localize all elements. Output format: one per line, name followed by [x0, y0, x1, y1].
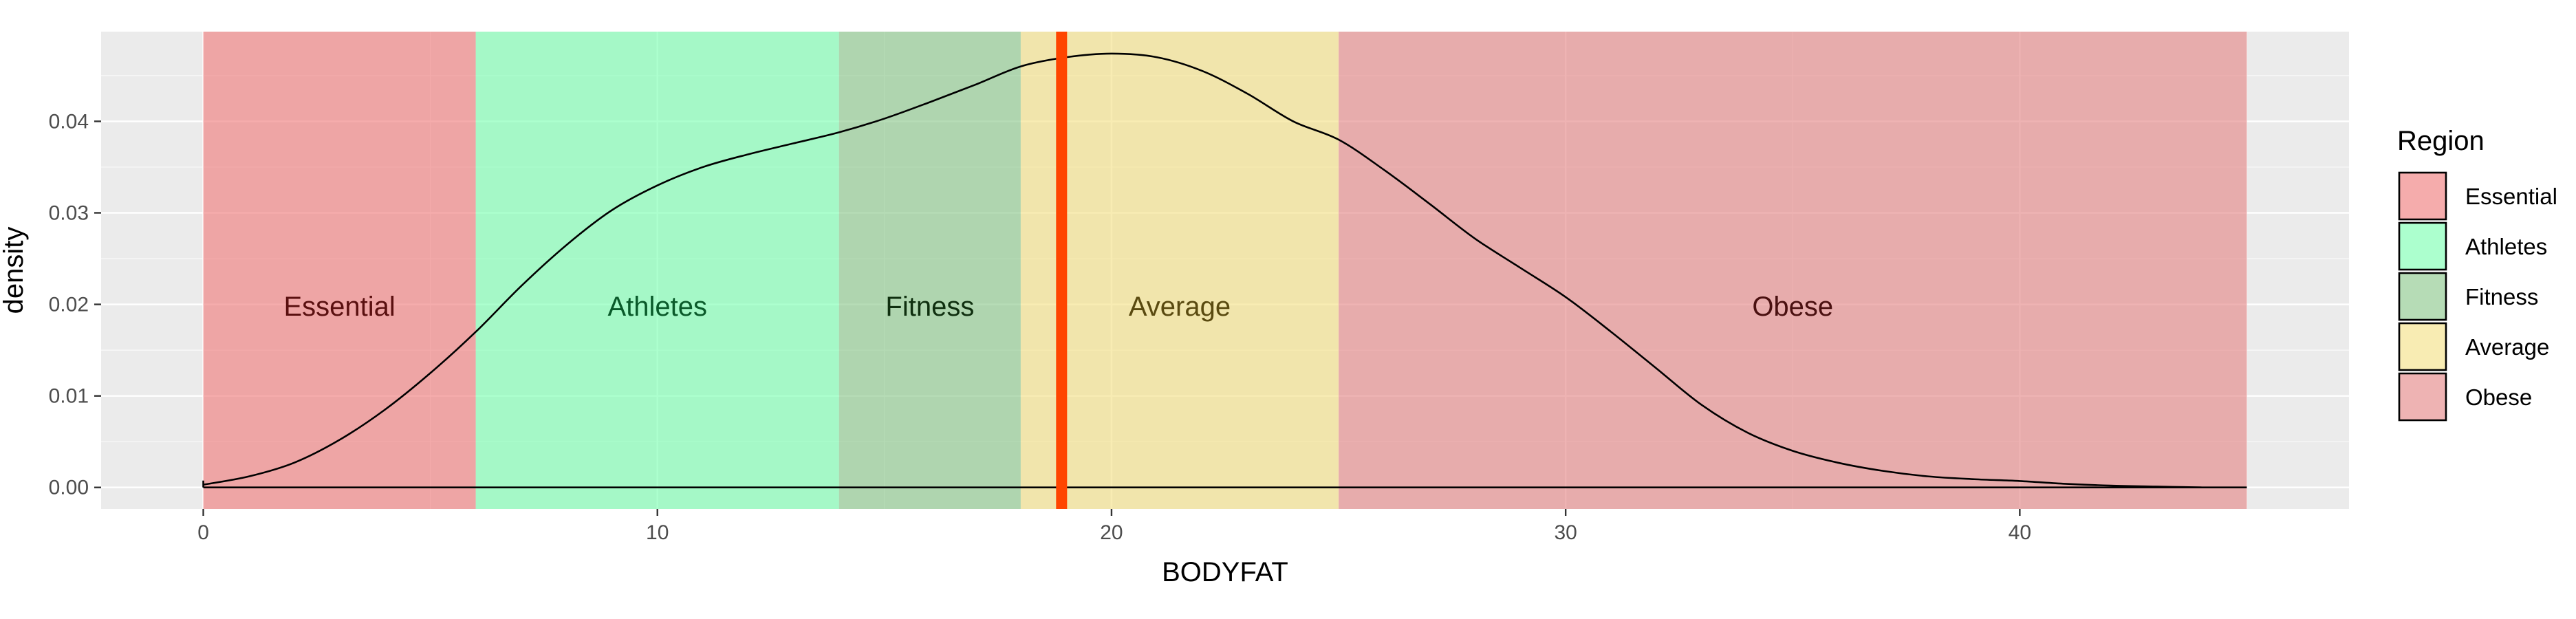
- legend-label-essential: Essential: [2465, 184, 2557, 209]
- region-label-athletes: Athletes: [607, 292, 707, 322]
- legend: Region Essential Athletes Fitness Average Ob…: [2397, 126, 2557, 422]
- legend-key-essential: [2398, 171, 2447, 221]
- y-axis-title: density: [0, 227, 29, 314]
- region-band-obese: [1339, 32, 2247, 509]
- legend-key-fitness: [2398, 272, 2447, 321]
- y-axis: 0.00 0.01 0.02 0.03 0.04: [49, 110, 101, 499]
- legend-label-average: Average: [2465, 334, 2549, 360]
- legend-key-obese: [2398, 372, 2447, 422]
- x-axis-title: BODYFAT: [1162, 557, 1288, 587]
- x-axis: 0 10 20 30 40: [197, 509, 2031, 544]
- legend-label-athletes: Athletes: [2465, 234, 2547, 259]
- legend-key-average: [2398, 322, 2447, 371]
- density-curve: [202, 52, 2247, 489]
- x-tick-label: 40: [2009, 521, 2031, 544]
- y-tick-label: 0.02: [49, 294, 89, 316]
- x-tick-label: 30: [1554, 521, 1577, 544]
- region-band-athletes: [475, 32, 839, 509]
- y-tick-label: 0.00: [49, 477, 89, 499]
- x-tick-label: 0: [197, 521, 209, 544]
- x-tick-label: 10: [646, 521, 669, 544]
- legend-title: Region: [2397, 126, 2485, 156]
- region-label-obese: Obese: [1752, 292, 1833, 322]
- density-line: [203, 52, 2202, 489]
- y-tick-label: 0.03: [49, 202, 89, 224]
- region-label-essential: Essential: [283, 292, 395, 322]
- legend-label-fitness: Fitness: [2465, 284, 2538, 310]
- y-tick-label: 0.01: [49, 385, 89, 408]
- legend-key-athletes: [2398, 221, 2447, 271]
- region-label-fitness: Fitness: [885, 292, 974, 322]
- region-band-essential: [203, 32, 476, 509]
- region-bands: [203, 32, 2247, 509]
- region-band-fitness: [838, 32, 1021, 509]
- x-tick-label: 20: [1100, 521, 1123, 544]
- region-band-average: [1020, 32, 1339, 509]
- legend-label-obese: Obese: [2465, 384, 2532, 410]
- region-labels: Essential Athletes Fitness Average Obese: [283, 292, 1833, 322]
- region-label-average: Average: [1129, 292, 1231, 322]
- y-tick-label: 0.04: [49, 110, 89, 133]
